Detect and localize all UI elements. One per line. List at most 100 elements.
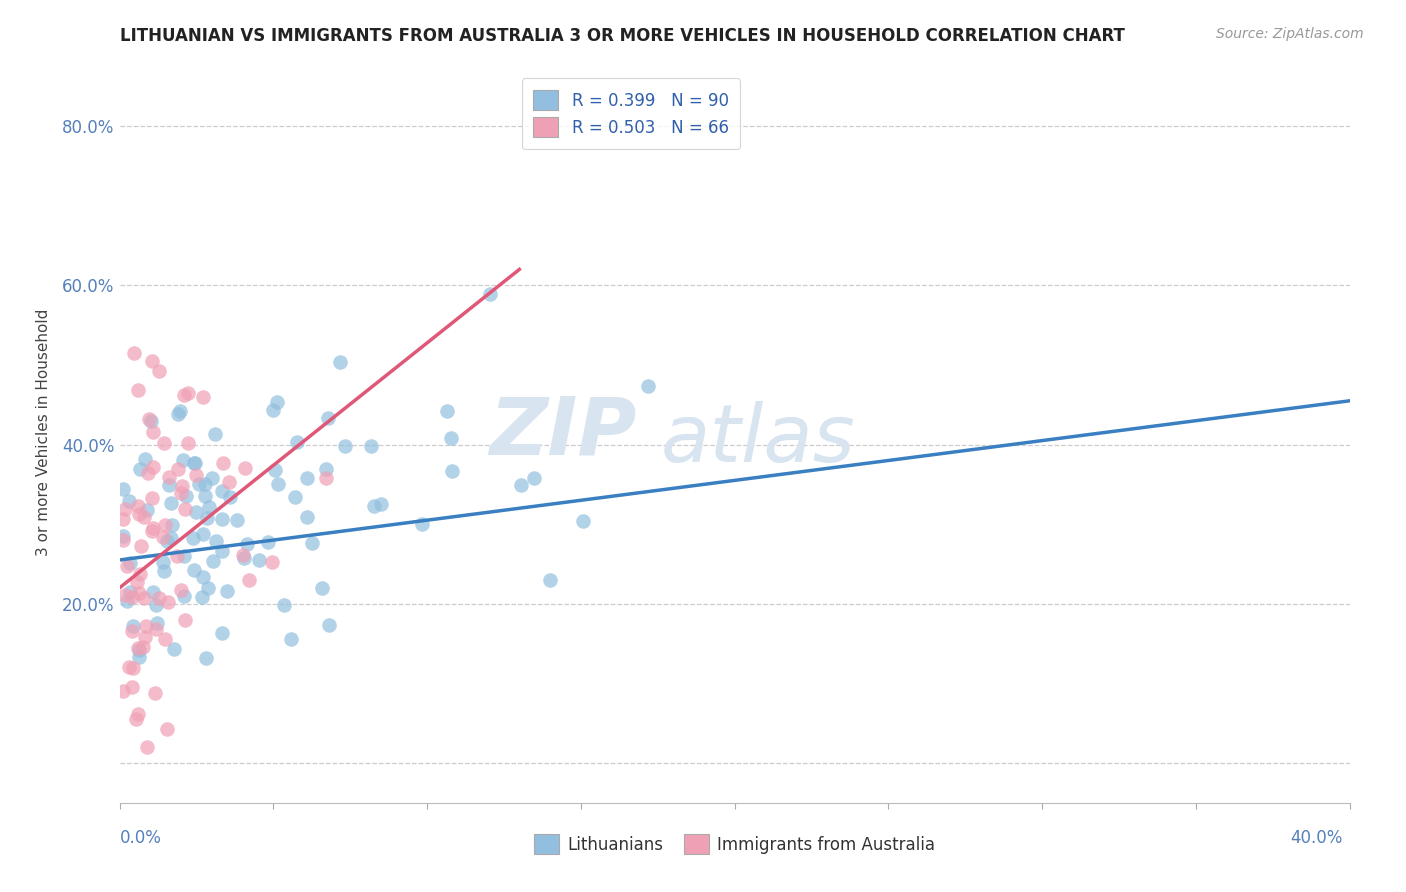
Point [233, 461, 256, 475]
Point [191, 570, 214, 584]
Point [174, 489, 197, 503]
Point [153, 517, 176, 532]
Point [111, 529, 134, 543]
Point [128, 507, 150, 521]
Point [198, 500, 221, 515]
Point [134, 591, 156, 606]
Point [134, 452, 156, 467]
Point [115, 558, 138, 573]
Point [157, 470, 180, 484]
Point [256, 534, 278, 549]
Point [262, 403, 284, 417]
Point [193, 391, 215, 405]
Point [211, 512, 233, 526]
Point [316, 411, 339, 425]
Point [226, 513, 249, 527]
Point [191, 527, 214, 541]
Point [111, 482, 134, 496]
Point [436, 404, 458, 418]
Point [148, 364, 170, 378]
Point [200, 471, 222, 485]
Point [118, 584, 141, 599]
Point [333, 439, 356, 453]
Point [118, 494, 141, 508]
Point [142, 425, 165, 439]
Point [111, 533, 134, 547]
Point [145, 598, 167, 612]
Point [142, 521, 165, 535]
Point [159, 496, 181, 510]
Point [174, 502, 197, 516]
Point [264, 463, 287, 477]
Point [135, 740, 157, 755]
Point [166, 549, 188, 563]
Point [360, 439, 382, 453]
Point [215, 583, 238, 598]
Point [145, 622, 167, 636]
Point [232, 548, 254, 562]
Point [127, 499, 149, 513]
Point [131, 540, 153, 554]
Text: Source: ZipAtlas.com: Source: ZipAtlas.com [1216, 27, 1364, 41]
Point [128, 643, 150, 657]
Point [141, 353, 163, 368]
Point [122, 619, 145, 633]
Point [115, 594, 138, 608]
Point [191, 591, 214, 605]
Point [155, 723, 177, 737]
Point [153, 564, 176, 578]
Point [141, 414, 163, 428]
Point [301, 536, 323, 550]
Point [370, 497, 392, 511]
Point [136, 503, 159, 517]
Point [125, 712, 148, 726]
Point [157, 478, 180, 492]
Point [280, 632, 302, 646]
Point [194, 651, 217, 665]
Point [173, 388, 195, 402]
Point [152, 555, 174, 569]
Point [163, 642, 186, 657]
Point [197, 581, 219, 595]
Text: LITHUANIAN VS IMMIGRANTS FROM AUSTRALIA 3 OR MORE VEHICLES IN HOUSEHOLD CORRELAT: LITHUANIAN VS IMMIGRANTS FROM AUSTRALIA … [120, 27, 1125, 45]
Point [128, 585, 150, 599]
Point [538, 574, 561, 588]
Point [212, 456, 235, 470]
Point [478, 287, 501, 301]
Point [184, 467, 207, 482]
Point [411, 516, 433, 531]
Point [232, 550, 254, 565]
Point [184, 456, 207, 470]
Point [121, 590, 143, 604]
Point [157, 595, 180, 609]
Point [235, 536, 257, 550]
Point [173, 613, 195, 627]
Point [218, 475, 240, 489]
Point [211, 625, 233, 640]
Point [284, 490, 307, 504]
Point [127, 641, 149, 656]
Point [318, 618, 340, 632]
Point [114, 501, 136, 516]
Point [114, 588, 136, 602]
Point [134, 630, 156, 644]
Point [128, 566, 150, 581]
Point [637, 378, 659, 392]
Point [295, 510, 318, 524]
Point [204, 427, 226, 442]
Point [167, 462, 190, 476]
Point [125, 574, 148, 589]
Point [295, 471, 318, 485]
Point [238, 574, 260, 588]
Point [183, 456, 205, 470]
Legend: Lithuanians, Immigrants from Australia: Lithuanians, Immigrants from Australia [527, 828, 942, 861]
Point [141, 524, 163, 538]
Point [170, 583, 193, 598]
Point [122, 661, 145, 675]
Y-axis label: 3 or more Vehicles in Household: 3 or more Vehicles in Household [37, 309, 51, 557]
Point [186, 505, 208, 519]
Point [287, 434, 309, 449]
Point [170, 479, 193, 493]
Point [160, 518, 183, 533]
Point [128, 650, 150, 665]
